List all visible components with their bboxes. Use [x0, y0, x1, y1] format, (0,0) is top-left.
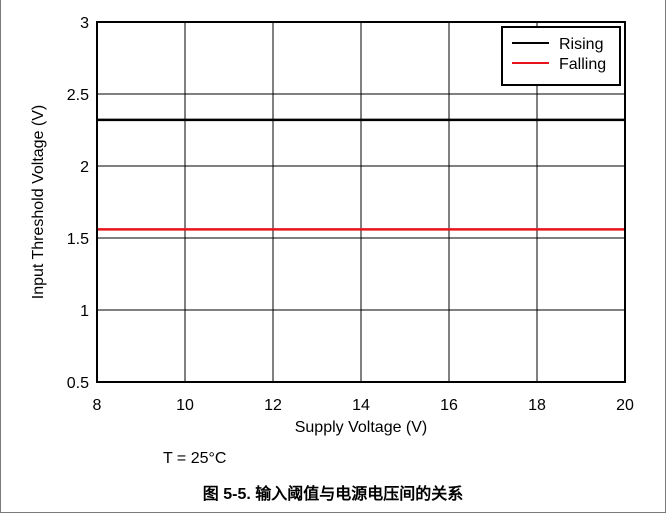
x-tick-label: 20	[616, 397, 634, 414]
y-tick-label: 1	[80, 303, 89, 320]
legend-label-rising: Rising	[559, 36, 603, 53]
y-tick-label: 1.5	[67, 231, 89, 248]
x-axis-label: Supply Voltage (V)	[295, 419, 428, 436]
y-axis-label: Input Threshold Voltage (V)	[30, 105, 47, 300]
x-tick-label: 14	[352, 397, 370, 414]
y-tick-label: 0.5	[67, 375, 89, 392]
x-tick-label: 18	[528, 397, 546, 414]
legend-box	[501, 26, 621, 86]
legend-label-falling: Falling	[559, 56, 606, 73]
x-tick-label: 16	[440, 397, 458, 414]
figure-caption: 图 5-5. 输入阈值与电源电压间的关系	[202, 486, 464, 503]
y-tick-labels: 0.5 1 1.5 2 2.5 3	[67, 15, 89, 392]
test-conditions: T = 25°C	[163, 450, 227, 467]
y-tick-label: 3	[80, 15, 89, 32]
x-tick-label: 10	[176, 397, 194, 414]
x-tick-label: 8	[93, 397, 102, 414]
series-lines	[97, 118, 625, 231]
plot-area-border	[96, 21, 626, 383]
threshold-voltage-chart: 8 10 12 14 16 18 20 0.5 1 1.5 2 2.5 3 Supply Voltag…	[30, 15, 634, 436]
legend: Rising Falling	[501, 26, 621, 86]
x-tick-labels: 8 10 12 14 16 18 20	[93, 397, 634, 414]
y-tick-label: 2	[80, 159, 89, 176]
y-tick-label: 2.5	[67, 87, 89, 104]
x-tick-label: 12	[264, 397, 282, 414]
